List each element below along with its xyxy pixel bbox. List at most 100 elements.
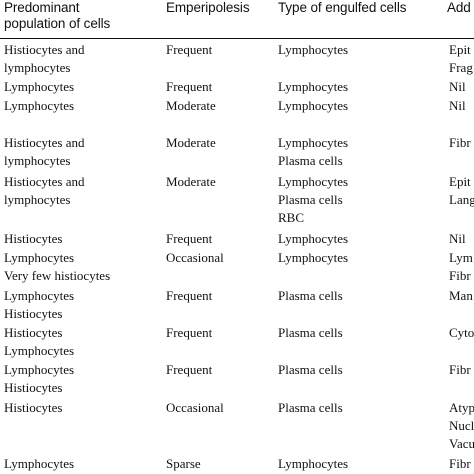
cell-emperipolesis: Occasional: [166, 399, 224, 417]
cell-emperipolesis: Frequent: [166, 287, 212, 305]
cell-engulfed-cells: Lymphocytes Plasma cells RBC: [278, 173, 348, 228]
cell-additional: Nil: [449, 78, 466, 96]
cell-line: Histiocytes: [4, 400, 63, 415]
cell-emperipolesis: Moderate: [166, 97, 216, 115]
cell-predominant-population: Lymphocytes: [4, 78, 74, 96]
cell-line: Histiocytes and: [4, 135, 85, 150]
cell-line: Plasma cells: [278, 288, 343, 303]
cell-line: Histiocytes and: [4, 42, 85, 57]
cell-emperipolesis: Sparse: [166, 455, 201, 473]
cell-emperipolesis: Frequent: [166, 324, 212, 342]
cell-line: Histiocytes: [4, 325, 63, 340]
cell-line: Lymphocytes: [4, 98, 75, 113]
cell-engulfed-cells: Lymphocytes: [278, 455, 348, 473]
cell-additional: Lym Fibr: [449, 249, 473, 285]
cell-predominant-population: Histiocytes: [4, 230, 63, 248]
cell-line: Lymphocytes: [278, 98, 349, 113]
cell-predominant-population: Lymphocytes: [4, 455, 74, 473]
cell-additional: Fibr: [449, 361, 471, 379]
cell-line: Lymphocytes: [4, 456, 75, 471]
cell-emperipolesis: Occasional: [166, 249, 224, 267]
cell-line: Nil: [449, 98, 466, 113]
header-type-of-engulfed-cells: Type of engulfed cells: [278, 0, 406, 16]
cell-line: Moderate: [166, 174, 216, 189]
cell-line: Frequent: [166, 42, 213, 57]
cell-line: Plasma cells: [278, 153, 343, 169]
cell-emperipolesis: Frequent: [166, 230, 212, 248]
cell-line: Nil: [449, 79, 466, 94]
table-header: Predominant population of cells Emperipo…: [0, 0, 474, 40]
cell-line: Frequent: [166, 79, 213, 94]
cell-line: Histiocytes: [4, 306, 63, 322]
cell-line: Moderate: [166, 98, 216, 113]
header-line: population of cells: [4, 16, 111, 31]
header-line: Type of engulfed cells: [278, 0, 407, 15]
cell-line: Fibr: [449, 135, 471, 150]
cell-line: Lym: [449, 250, 473, 265]
cell-predominant-population: Lymphocytes Very few histiocytes: [4, 249, 110, 285]
cell-additional: Nil: [449, 230, 466, 248]
cell-line: Lymphocytes: [278, 250, 349, 265]
header-line: Add: [447, 0, 471, 15]
header-additional: Add: [447, 0, 471, 16]
cell-emperipolesis: Moderate: [166, 134, 216, 152]
cell-line: Frequent: [166, 362, 213, 377]
cell-engulfed-cells: Plasma cells: [278, 324, 343, 342]
cell-additional: Cyto: [449, 324, 474, 342]
cell-engulfed-cells: Lymphocytes: [278, 230, 348, 248]
cell-line: Lymphocytes: [278, 174, 349, 189]
cell-line: Man: [449, 288, 473, 303]
cell-line: Lymphocytes: [278, 135, 349, 150]
cell-emperipolesis: Frequent: [166, 361, 212, 379]
cell-line: Atyp: [449, 400, 474, 415]
cell-line: lymphocytes: [4, 60, 71, 76]
cell-engulfed-cells: Plasma cells: [278, 399, 343, 417]
cell-line: Histiocytes: [4, 231, 63, 246]
cell-predominant-population: Lymphocytes Histiocytes: [4, 361, 74, 397]
cell-line: Fibr: [449, 456, 471, 471]
cell-line: Fibr: [449, 362, 471, 377]
header-line: Predominant: [4, 0, 80, 15]
cell-line: lymphocytes: [4, 153, 71, 169]
cell-engulfed-cells: Plasma cells: [278, 361, 343, 379]
cell-line: Lymphocytes: [4, 343, 75, 359]
cell-line: lymphocytes: [4, 192, 71, 208]
cell-line: Histiocytes: [4, 380, 63, 396]
cell-emperipolesis: Frequent: [166, 78, 212, 96]
cell-predominant-population: Lymphocytes Histiocytes: [4, 287, 74, 323]
cell-line: Vacu: [449, 436, 474, 452]
cell-engulfed-cells: Lymphocytes: [278, 97, 348, 115]
cell-engulfed-cells: Lymphocytes Plasma cells: [278, 134, 348, 170]
cell-line: RBC: [278, 210, 305, 226]
cell-line: Lang: [449, 192, 474, 208]
header-emperipolesis: Emperipolesis: [166, 0, 250, 16]
cell-additional: Atyp Nucl Vacu: [449, 399, 474, 454]
cell-line: Occasional: [166, 250, 224, 265]
cell-additional: Epit Frag: [449, 41, 473, 77]
cell-line: Plasma cells: [278, 362, 343, 377]
cell-line: Lymphocytes: [278, 79, 349, 94]
cell-line: Plasma cells: [278, 192, 343, 208]
cell-line: Lymphocytes: [278, 231, 349, 246]
cell-engulfed-cells: Lymphocytes: [278, 78, 348, 96]
header-line: Emperipolesis: [166, 0, 250, 15]
cell-line: Frequent: [166, 288, 213, 303]
cell-line: Epit: [449, 42, 471, 57]
cell-engulfed-cells: Lymphocytes: [278, 41, 348, 59]
cell-additional: Nil: [449, 97, 466, 115]
cell-line: Frequent: [166, 231, 213, 246]
cell-emperipolesis: Frequent: [166, 41, 212, 59]
cell-additional: Man: [449, 287, 473, 305]
cell-predominant-population: Histiocytes Lymphocytes: [4, 324, 74, 360]
cell-line: Lymphocytes: [278, 42, 349, 57]
cell-additional: Fibr: [449, 455, 471, 473]
cell-predominant-population: Histiocytes: [4, 399, 63, 417]
cell-line: Moderate: [166, 135, 216, 150]
header-predominant-population: Predominant population of cells: [4, 0, 162, 32]
cell-line: Epit: [449, 174, 471, 189]
cell-additional: Fibr: [449, 134, 471, 152]
cell-line: Lymphocytes: [4, 250, 75, 265]
cell-line: Lymphocytes: [4, 79, 75, 94]
cell-line: Cyto: [449, 325, 474, 340]
cell-line: Fibr: [449, 268, 471, 284]
